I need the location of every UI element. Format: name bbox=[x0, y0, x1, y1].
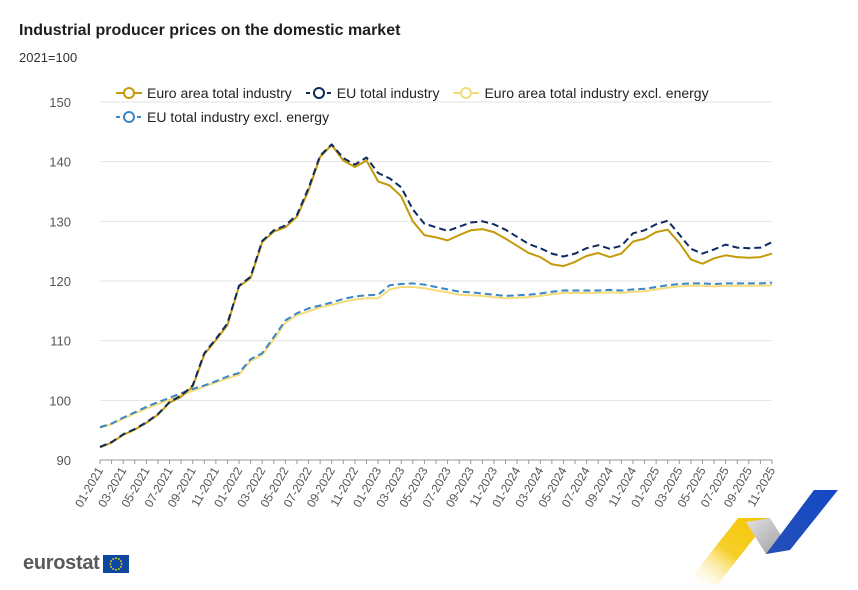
y-tick-label: 130 bbox=[49, 214, 71, 229]
y-tick-label: 110 bbox=[50, 334, 71, 349]
brand-name: eurostat bbox=[23, 552, 100, 574]
legend-label-ea-excl: Euro area total industry excl. energy bbox=[484, 85, 709, 101]
legend-label-eu-excl: EU total industry excl. energy bbox=[147, 109, 330, 125]
legend-marker-eu-total-icon bbox=[305, 87, 332, 99]
legend-marker-eu-excl-icon bbox=[116, 111, 142, 123]
series-line-eu-excl[interactable] bbox=[99, 281, 773, 429]
chart-subtitle: 2021=100 bbox=[19, 50, 78, 65]
eurostat-logo[interactable]: eurostat bbox=[23, 552, 129, 575]
series-line-ea-total[interactable] bbox=[99, 144, 773, 449]
chart-title: Industrial producer prices on the domest… bbox=[19, 22, 401, 39]
chart-legend: Euro area total industry EU total indust… bbox=[116, 83, 796, 127]
legend-item-ea-excl[interactable]: Euro area total industry excl. energy bbox=[453, 83, 709, 103]
legend-label-eu-total: EU total industry bbox=[336, 85, 440, 101]
series-layer bbox=[99, 143, 773, 449]
y-tick-label: 100 bbox=[49, 393, 71, 408]
axis-layer: 9010011012013014015001-202103-202105-202… bbox=[49, 95, 778, 510]
series-line-eu-total[interactable] bbox=[99, 143, 773, 448]
legend-item-eu-excl[interactable]: EU total industry excl. energy bbox=[116, 107, 329, 127]
series-line-ea-excl[interactable] bbox=[99, 284, 773, 429]
y-tick-label: 140 bbox=[49, 155, 71, 170]
corner-chevron-graphic bbox=[686, 490, 838, 584]
y-tick-label: 150 bbox=[49, 95, 71, 110]
grid-layer bbox=[100, 101, 772, 461]
y-tick-label: 90 bbox=[57, 453, 71, 468]
legend-label-ea-total: Euro area total industry bbox=[147, 85, 292, 101]
legend-item-eu-total[interactable]: EU total industry bbox=[305, 83, 440, 103]
legend-marker-ea-total-icon bbox=[116, 87, 142, 99]
legend-item-ea-total[interactable]: Euro area total industry bbox=[116, 83, 292, 103]
y-tick-label: 120 bbox=[49, 274, 71, 289]
eu-flag-icon bbox=[102, 554, 129, 573]
legend-marker-ea-excl-icon bbox=[453, 87, 480, 99]
